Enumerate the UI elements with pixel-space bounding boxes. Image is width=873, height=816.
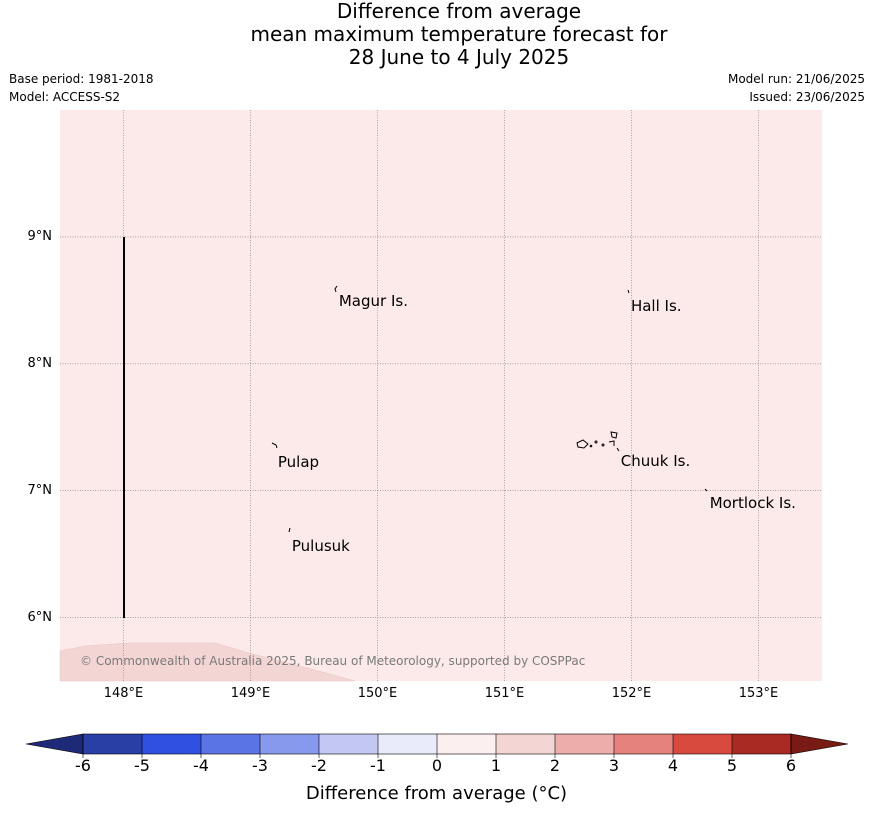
colorbar [25, 733, 849, 758]
place-label: Pulusuk [291, 536, 350, 555]
colorbar-segment [142, 734, 202, 754]
latitude-label: 8°N [27, 355, 53, 371]
base-period: Base period: 1981-2018 [9, 72, 154, 86]
latitude-label: 6°N [27, 609, 53, 625]
colorbar-tick-label: 6 [785, 756, 797, 775]
title-line-2: mean maximum temperature forecast for [250, 22, 668, 46]
map-background [60, 110, 822, 681]
colorbar-segment [201, 734, 261, 754]
place-label: Mortlock Is. [709, 493, 796, 512]
model-run: Model run: 21/06/2025 [727, 72, 865, 86]
colorbar-tick-label: -2 [311, 756, 327, 775]
colorbar-tick-label: -1 [370, 756, 386, 775]
island-chuuk-1 [576, 439, 589, 449]
meta-right: Model run: 21/06/2025 Issued: 23/06/2025 [728, 70, 865, 106]
colorbar-tick-label: -4 [193, 756, 209, 775]
issued-date: Issued: 23/06/2025 [749, 90, 865, 104]
colorbar-segment [260, 734, 320, 754]
island-pulusuk [288, 527, 291, 533]
colorbar-tick-label: -5 [134, 756, 150, 775]
copyright-notice: © Commonwealth of Australia 2025, Bureau… [80, 654, 586, 668]
colorbar-tick-label: 3 [608, 756, 620, 775]
latitude-label: 9°N [27, 228, 53, 244]
colorbar-segment [732, 734, 792, 754]
latitude-label: 7°N [27, 482, 53, 498]
anomaly-patch [59, 642, 356, 682]
colorbar-under-arrow [25, 733, 84, 755]
island-chuuk-4 [616, 447, 620, 452]
longitude-label: 153°E [738, 686, 779, 701]
title-line-1: Difference from average [336, 0, 582, 23]
colorbar-label: Difference from average (°C) [305, 783, 568, 804]
colorbar-tick-label: 5 [726, 756, 738, 775]
island-chuuk-5 [594, 440, 598, 444]
place-label: Magur Is. [338, 291, 408, 310]
longitude-label: 148°E [103, 686, 144, 701]
island-outlines [271, 285, 708, 533]
chart-title: Difference from average mean maximum tem… [0, 0, 873, 69]
colorbar-segment [614, 734, 674, 754]
island-chuuk-7 [589, 444, 593, 448]
model-name: Model: ACCESS-S2 [9, 90, 121, 104]
title-line-3: 28 June to 4 July 2025 [348, 45, 570, 69]
colorbar-segment [673, 734, 733, 754]
place-label: Pulap [277, 453, 320, 472]
colorbar-segment [378, 734, 438, 754]
island-chuuk-2 [610, 431, 618, 439]
island-chuuk-6 [601, 443, 605, 447]
island-mortlock [704, 488, 708, 492]
island-magur [334, 285, 338, 293]
island-pulap [271, 442, 278, 449]
colorbar-segment [319, 734, 379, 754]
colorbar-segment [437, 734, 497, 754]
colorbar-segment [496, 734, 556, 754]
colorbar-tick-label: 2 [549, 756, 561, 775]
longitude-label: 152°E [611, 686, 652, 701]
island-chuuk-3 [608, 440, 615, 446]
colorbar-tick-label: 4 [667, 756, 679, 775]
colorbar-segment [83, 734, 143, 754]
colorbar-tick-label: 0 [431, 756, 443, 775]
meta-left: Base period: 1981-2018 Model: ACCESS-S2 [9, 70, 154, 106]
longitude-label: 151°E [484, 686, 525, 701]
place-label: Hall Is. [630, 297, 682, 316]
colorbar-tick-label: -3 [252, 756, 268, 775]
place-label: Chuuk Is. [620, 451, 691, 470]
colorbar-tick-label: 1 [490, 756, 502, 775]
longitude-label: 149°E [230, 686, 271, 701]
colorbar-over-arrow [790, 733, 849, 755]
longitude-label: 150°E [357, 686, 398, 701]
colorbar-tick-label: -6 [75, 756, 91, 775]
colorbar-segment [555, 734, 615, 754]
island-hall [627, 289, 630, 294]
